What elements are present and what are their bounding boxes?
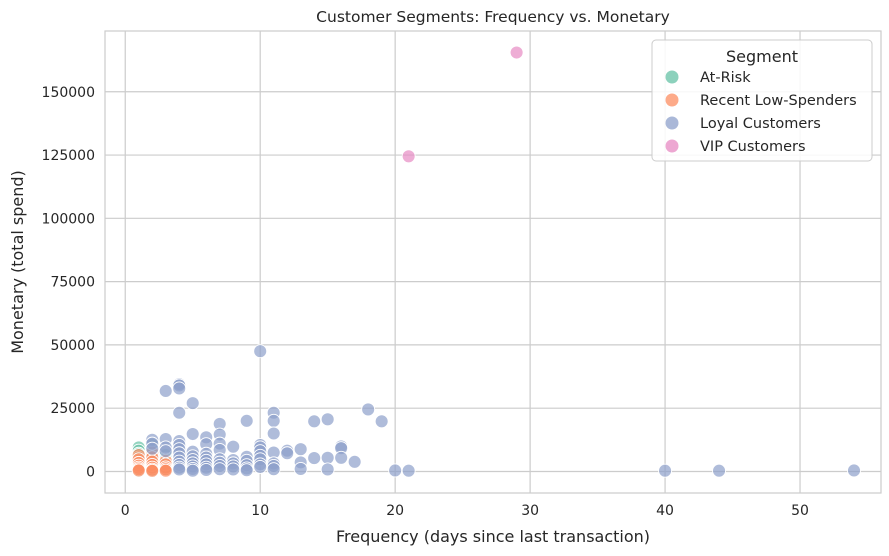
point-loyal-customers: [145, 441, 160, 456]
legend-marker-loyal-customers: [665, 116, 679, 130]
point-loyal-customers: [361, 402, 376, 417]
legend-title: Segment: [726, 47, 798, 66]
y-tick-label: 0: [86, 464, 95, 480]
legend-label-at-risk: At-Risk: [700, 70, 751, 86]
point-loyal-customers: [280, 446, 295, 461]
plot-frame: [104, 30, 882, 494]
point-loyal-customers: [658, 463, 673, 478]
point-loyal-customers: [172, 462, 187, 477]
point-recent-low-spenders: [145, 463, 160, 478]
point-vip-customers: [509, 45, 524, 60]
y-tick-label: 150000: [42, 85, 95, 101]
point-recent-low-spenders: [158, 463, 173, 478]
point-loyal-customers: [266, 413, 281, 428]
point-loyal-customers: [239, 463, 254, 478]
y-axis-label: Monetary (total spend): [8, 170, 27, 354]
legend-box: [651, 39, 873, 162]
point-loyal-customers: [199, 463, 214, 477]
point-loyal-customers: [293, 442, 308, 457]
point-loyal-customers: [185, 463, 200, 478]
point-loyal-customers: [307, 451, 322, 466]
point-loyal-customers: [847, 463, 861, 478]
y-tick-label: 25000: [50, 401, 95, 417]
legend: Segment At-Risk Recent Low-Spenders Loyal …: [651, 39, 873, 162]
point-loyal-customers: [226, 462, 241, 477]
point-loyal-customers: [253, 344, 268, 359]
legend-marker-vip-customers: [665, 139, 679, 153]
point-loyal-customers: [334, 450, 349, 465]
point-loyal-customers: [158, 444, 173, 459]
point-loyal-customers: [712, 463, 727, 478]
point-loyal-customers: [401, 463, 416, 478]
x-tick-labels: 0 10 20 30 40 50: [121, 503, 809, 519]
x-tick-label: 20: [386, 503, 404, 519]
legend-marker-at-risk: [665, 70, 679, 84]
point-loyal-customers: [320, 412, 335, 427]
point-loyal-customers: [374, 414, 389, 429]
legend-label-vip-customers: VIP Customers: [700, 139, 806, 155]
grid-lines: [105, 31, 881, 493]
x-axis-label: Frequency (days since last transaction): [336, 527, 650, 546]
y-tick-label: 50000: [50, 338, 95, 354]
data-points: [131, 45, 861, 478]
point-loyal-customers: [185, 396, 200, 411]
point-loyal-customers: [293, 462, 308, 476]
point-loyal-customers: [320, 450, 335, 465]
y-tick-label: 100000: [42, 211, 95, 227]
legend-marker-recent-low-spenders: [665, 93, 679, 107]
legend-label-recent-low-spenders: Recent Low-Spenders: [700, 93, 857, 109]
point-loyal-customers: [307, 414, 322, 429]
y-tick-label: 75000: [50, 275, 95, 291]
point-loyal-customers: [347, 454, 362, 469]
point-recent-low-spenders: [131, 463, 146, 478]
point-loyal-customers: [320, 462, 335, 477]
y-tick-labels: 0 25000 50000 75000 100000 125000 150000: [42, 85, 95, 481]
point-loyal-customers: [158, 384, 173, 398]
x-tick-label: 50: [791, 503, 809, 519]
point-loyal-customers: [172, 405, 187, 420]
point-loyal-customers: [388, 463, 403, 478]
legend-label-loyal-customers: Loyal Customers: [700, 116, 821, 132]
y-tick-label: 125000: [42, 148, 95, 164]
point-loyal-customers: [266, 462, 281, 477]
point-loyal-customers: [253, 459, 268, 474]
point-loyal-customers: [266, 426, 281, 441]
point-loyal-customers: [172, 381, 187, 396]
x-tick-label: 10: [251, 503, 269, 519]
legend-items: At-Risk Recent Low-Spenders Loyal Customer…: [665, 70, 857, 155]
point-vip-customers: [401, 149, 416, 164]
point-loyal-customers: [212, 462, 227, 477]
chart-title: Customer Segments: Frequency vs. Monetar…: [316, 8, 670, 26]
point-loyal-customers: [226, 439, 241, 454]
x-tick-label: 40: [656, 503, 674, 519]
x-tick-label: 30: [521, 503, 539, 519]
point-loyal-customers: [185, 427, 200, 441]
point-loyal-customers: [239, 413, 254, 428]
x-tick-label: 0: [121, 503, 130, 519]
